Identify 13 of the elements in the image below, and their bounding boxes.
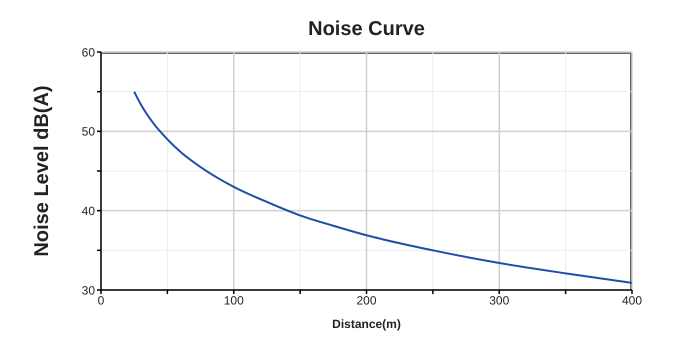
- y-tick-label: 50: [82, 124, 96, 139]
- y-tick-label: 40: [82, 204, 96, 218]
- x-tick-label: 200: [356, 294, 377, 308]
- y-tick-label: 60: [82, 45, 96, 60]
- x-tick-label: 100: [224, 294, 244, 308]
- chart-title: Noise Curve: [307, 18, 426, 41]
- y-tick-label: 30: [82, 283, 96, 298]
- x-tick-label: 300: [489, 294, 510, 308]
- x-tick-label: 400: [622, 294, 642, 308]
- x-axis-title: Distance(m): [332, 317, 401, 331]
- line-series: [133, 90, 632, 284]
- y-axis-title: Noise Level dB(A): [31, 85, 54, 257]
- x-tick-label: 0: [98, 294, 105, 308]
